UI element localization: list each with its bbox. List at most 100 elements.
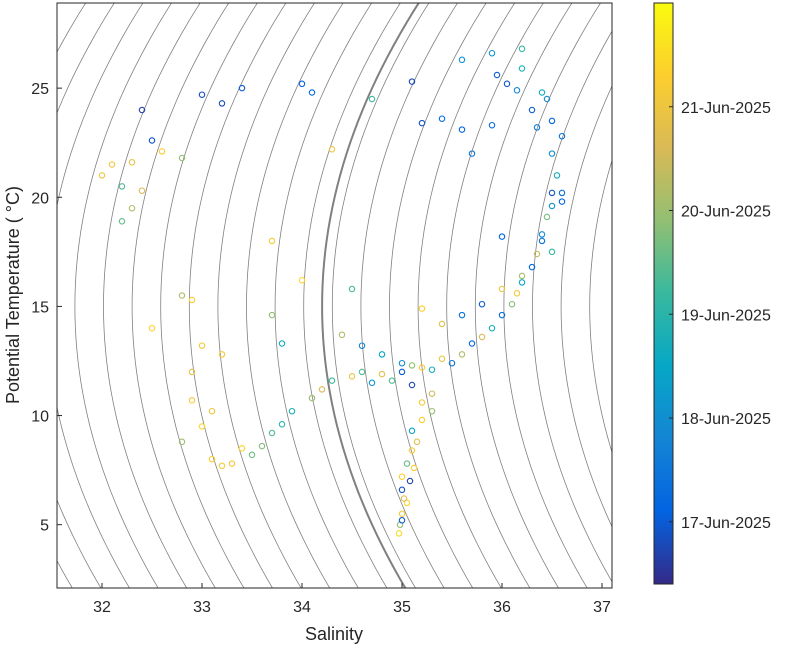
isopycnal-line bbox=[676, 0, 789, 601]
data-point bbox=[248, 451, 256, 459]
data-point bbox=[538, 231, 546, 238]
data-point bbox=[518, 65, 526, 72]
data-point bbox=[528, 106, 536, 114]
data-point bbox=[448, 359, 456, 367]
data-point bbox=[328, 146, 336, 153]
data-point bbox=[558, 132, 566, 140]
data-point bbox=[318, 386, 326, 393]
y-tick-label: 25 bbox=[31, 81, 49, 98]
data-point bbox=[553, 172, 561, 179]
data-point bbox=[128, 159, 136, 166]
data-point bbox=[533, 124, 541, 131]
data-point bbox=[538, 89, 546, 96]
data-point bbox=[488, 49, 496, 57]
data-point bbox=[418, 416, 426, 424]
data-point bbox=[513, 290, 521, 297]
data-point bbox=[108, 161, 116, 168]
isopycnal-line bbox=[331, 3, 430, 588]
data-point bbox=[428, 407, 436, 415]
x-axis: 32 33 34 35 36 37 bbox=[93, 583, 611, 616]
data-points bbox=[98, 45, 566, 537]
data-point bbox=[198, 423, 206, 430]
data-point bbox=[308, 89, 316, 96]
y-axis-title: Potential Temperature ( °C) bbox=[3, 186, 23, 404]
data-point bbox=[428, 390, 436, 397]
data-point bbox=[218, 351, 226, 358]
data-point bbox=[348, 285, 356, 293]
data-point bbox=[188, 397, 196, 404]
x-tick-label: 36 bbox=[493, 599, 511, 616]
data-point bbox=[498, 285, 506, 293]
data-point bbox=[208, 407, 216, 415]
data-point bbox=[238, 84, 246, 92]
data-point bbox=[403, 499, 411, 507]
data-point bbox=[138, 187, 146, 194]
isopycnal-line bbox=[274, 3, 373, 588]
data-point bbox=[208, 455, 216, 463]
isopycnal-line bbox=[217, 3, 315, 588]
data-point bbox=[348, 373, 356, 380]
isopycnal-line bbox=[532, 30, 612, 583]
isopycnal-line bbox=[57, 3, 144, 588]
data-point bbox=[178, 154, 186, 162]
data-point bbox=[533, 250, 541, 258]
data-point bbox=[408, 427, 416, 435]
data-point bbox=[418, 364, 426, 371]
isopycnal-line bbox=[560, 85, 612, 528]
data-point bbox=[528, 263, 536, 271]
data-point bbox=[218, 462, 226, 470]
isopycnal-line bbox=[303, 3, 401, 588]
data-point bbox=[413, 438, 421, 446]
data-point bbox=[398, 473, 406, 480]
data-point bbox=[548, 248, 556, 256]
data-point bbox=[406, 477, 414, 485]
isopycnal-line bbox=[74, 3, 172, 588]
isopycnal-line bbox=[589, 159, 612, 454]
data-point bbox=[268, 311, 276, 319]
data-point bbox=[488, 121, 496, 129]
data-point bbox=[478, 333, 486, 341]
isopycnal-line bbox=[761, 0, 800, 601]
data-point bbox=[288, 407, 296, 415]
data-point bbox=[218, 100, 226, 107]
x-tick-label: 33 bbox=[193, 599, 211, 616]
data-point bbox=[518, 45, 526, 53]
y-axis: 5 10 15 20 25 bbox=[31, 81, 62, 535]
y-tick-label: 10 bbox=[31, 409, 49, 426]
data-point bbox=[328, 377, 336, 384]
colorbar bbox=[653, 2, 674, 585]
data-point bbox=[178, 438, 186, 446]
data-point bbox=[438, 115, 446, 122]
data-point bbox=[158, 148, 166, 155]
colorbar-ticks: 17-Jun-2025 18-Jun-2025 19-Jun-2025 20-Jun-… bbox=[669, 100, 771, 532]
isopycnal-line bbox=[417, 3, 516, 588]
data-point bbox=[408, 447, 416, 454]
data-point bbox=[518, 279, 526, 286]
data-point bbox=[513, 87, 521, 94]
data-point bbox=[395, 530, 403, 537]
data-point bbox=[118, 183, 126, 190]
data-point bbox=[498, 311, 506, 319]
data-point bbox=[238, 445, 246, 452]
data-point bbox=[228, 460, 236, 467]
data-point bbox=[410, 464, 418, 472]
isopycnal-line bbox=[103, 3, 201, 588]
isopycnal-line bbox=[790, 0, 800, 601]
data-point bbox=[508, 300, 516, 308]
data-point bbox=[398, 517, 406, 524]
data-point bbox=[438, 320, 446, 328]
data-point bbox=[518, 272, 526, 280]
data-point bbox=[378, 351, 386, 358]
colorbar-tick-label: 19-Jun-2025 bbox=[681, 307, 771, 324]
data-point bbox=[478, 300, 486, 308]
colorbar-tick-label: 17-Jun-2025 bbox=[681, 515, 771, 532]
isopycnal-contours bbox=[57, 0, 800, 601]
y-tick-label: 5 bbox=[40, 518, 49, 535]
data-point bbox=[548, 117, 556, 125]
data-point bbox=[548, 150, 556, 157]
data-point bbox=[458, 56, 466, 64]
data-point bbox=[368, 379, 376, 387]
data-point bbox=[268, 237, 276, 245]
data-point bbox=[298, 80, 306, 88]
data-point bbox=[408, 362, 416, 369]
